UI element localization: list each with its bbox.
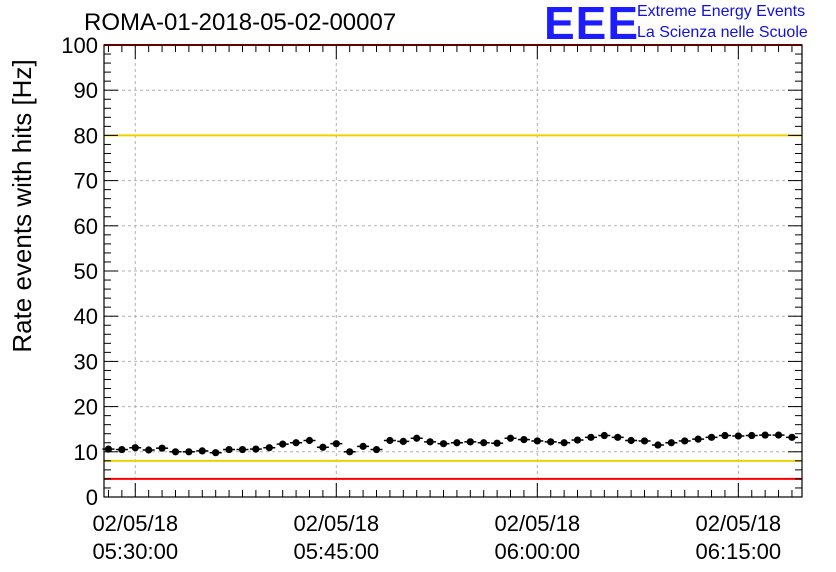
data-point — [667, 439, 675, 447]
data-point — [681, 437, 689, 445]
y-tick-label: 80 — [74, 123, 98, 148]
y-tick-label: 40 — [74, 304, 98, 329]
data-point — [426, 438, 434, 446]
data-point — [145, 446, 153, 454]
data-point — [332, 440, 340, 448]
data-point — [359, 442, 367, 450]
data-point — [734, 432, 742, 440]
data-point — [480, 439, 488, 447]
data-point — [533, 437, 541, 445]
data-point — [547, 438, 555, 446]
data-point — [171, 448, 180, 456]
y-axis-label: Rate events with hits [Hz] — [7, 59, 37, 352]
data-point — [493, 439, 501, 447]
data-point — [587, 433, 595, 441]
y-tick-label: 30 — [74, 349, 98, 374]
data-point — [238, 445, 247, 454]
data-point — [158, 444, 166, 452]
data-point — [118, 445, 126, 454]
data-point — [654, 441, 662, 449]
data-point — [372, 445, 381, 454]
data-point — [399, 437, 407, 446]
x-tick-label-time: 06:15:00 — [696, 539, 782, 564]
data-point — [185, 448, 193, 456]
data-point — [506, 434, 515, 442]
logo-subtitle-line1: Extreme Energy Events — [637, 3, 806, 20]
y-tick-label: 20 — [74, 395, 98, 420]
x-tick-label-date: 02/05/18 — [293, 511, 379, 536]
data-point — [721, 431, 729, 440]
y-tick-label: 50 — [74, 259, 98, 284]
data-point — [694, 435, 702, 443]
y-tick-label: 10 — [74, 440, 98, 465]
data-point — [466, 438, 474, 446]
x-tick-label-date: 02/05/18 — [494, 511, 580, 536]
data-point — [560, 439, 568, 447]
data-point — [319, 443, 327, 451]
eee-logo: EEE — [544, 0, 640, 49]
y-tick-label: 70 — [74, 169, 98, 194]
data-point — [292, 439, 300, 447]
data-point — [600, 431, 608, 440]
x-tick-label-time: 05:45:00 — [293, 539, 379, 564]
data-point — [413, 434, 421, 442]
data-point — [774, 431, 783, 439]
data-point — [252, 445, 260, 453]
data-point — [627, 436, 635, 445]
data-point — [212, 449, 220, 457]
data-point — [265, 444, 273, 452]
data-point — [707, 433, 716, 441]
data-point — [279, 440, 287, 448]
data-point — [614, 433, 622, 441]
data-point — [761, 431, 769, 439]
y-tick-label: 90 — [74, 78, 98, 103]
x-tick-label-time: 06:00:00 — [494, 539, 580, 564]
data-point — [520, 435, 528, 444]
data-point — [453, 439, 461, 447]
data-point — [305, 436, 314, 445]
x-tick-label-date: 02/05/18 — [696, 511, 782, 536]
data-point — [131, 444, 139, 452]
data-point — [439, 440, 448, 448]
data-point — [573, 436, 582, 444]
y-tick-label: 100 — [61, 33, 98, 58]
data-point — [788, 433, 796, 441]
data-point — [748, 431, 756, 440]
data-point — [640, 437, 649, 445]
logo-subtitle-line2: La Scienza nelle Scuole — [637, 24, 808, 41]
data-point — [225, 445, 233, 454]
data-point — [386, 436, 394, 445]
y-tick-label: 60 — [74, 214, 98, 239]
data-point — [346, 448, 354, 456]
data-point — [198, 447, 206, 455]
x-tick-label-time: 05:30:00 — [92, 539, 178, 564]
data-point — [104, 445, 113, 453]
page-title: ROMA-01-2018-05-02-00007 — [84, 9, 397, 36]
x-tick-label-date: 02/05/18 — [92, 511, 178, 536]
y-tick-label: 0 — [86, 485, 98, 510]
